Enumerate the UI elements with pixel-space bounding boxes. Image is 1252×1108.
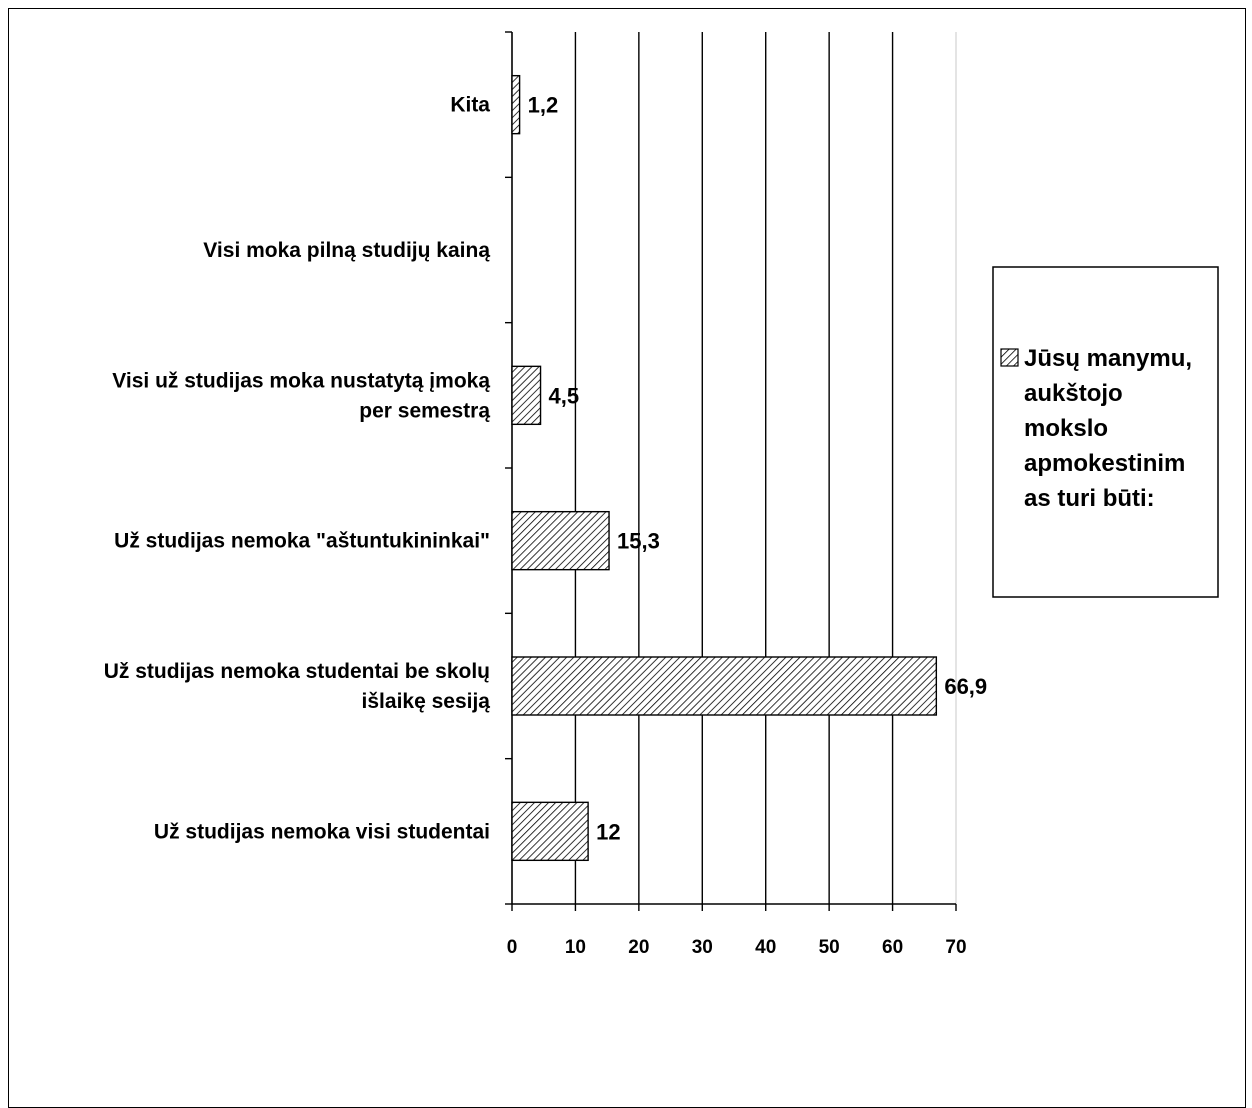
x-tick-label-0: 0 (507, 937, 518, 958)
bar-4 (511, 656, 938, 716)
legend-swatch (1000, 348, 1019, 367)
x-tick-label-60: 60 (882, 937, 903, 958)
x-tick-label-50: 50 (819, 937, 840, 958)
category-label-line: per semestrą (359, 399, 490, 422)
axes (505, 31, 957, 911)
x-tick-label-30: 30 (692, 937, 713, 958)
legend-label-line: aukštojo (1024, 380, 1123, 407)
legend-label: Jūsų manymu, aukštojo mokslo apmokestinim as… (1024, 345, 1192, 512)
bar-2 (511, 365, 542, 426)
data-label-4: 66,9 (944, 674, 987, 699)
category-label-1: Visi moka pilną studijų kainą (203, 239, 490, 262)
legend-box (992, 266, 1219, 598)
category-label-3: Už studijas nemoka "aštuntukininkai" (114, 530, 490, 553)
labels: 0 10 20 30 40 50 60 70 1,2 Kita Visi moka pilną st… (104, 93, 987, 958)
legend: Jūsų manymu, aukštojo mokslo apmokestinim as… (992, 266, 1219, 598)
category-label-0: Kita (450, 94, 490, 117)
x-tick-label-40: 40 (755, 937, 776, 958)
data-label-0: 1,2 (528, 93, 559, 118)
category-label-line: Už studijas nemoka studentai be skolų (104, 660, 490, 683)
legend-label-line: as turi būti: (1024, 485, 1155, 512)
legend-label-line: apmokestinim (1024, 450, 1185, 477)
x-tick-label-10: 10 (565, 937, 586, 958)
category-label-line: Už studijas nemoka "aštuntukininkai" (114, 530, 490, 553)
category-label-line: Kita (450, 94, 490, 117)
data-label-3: 15,3 (617, 529, 660, 554)
category-label-4: Už studijas nemoka studentai be skolų išl… (104, 660, 491, 713)
bars (511, 74, 938, 862)
legend-label-line: Jūsų manymu, (1024, 345, 1192, 372)
chart: 0 10 20 30 40 50 60 70 1,2 Kita Visi moka pilną st… (104, 31, 1219, 958)
data-label-2: 4,5 (549, 383, 580, 408)
gridlines (574, 32, 957, 904)
category-label-2: Visi už studijas moka nustatytą įmoką per… (112, 369, 490, 422)
category-label-line: išlaikę sesiją (362, 690, 491, 713)
bar-5 (511, 801, 589, 862)
legend-label-line: mokslo (1024, 415, 1108, 442)
category-label-line: Visi moka pilną studijų kainą (203, 239, 490, 262)
bar-0 (511, 74, 521, 135)
bar-3 (511, 510, 610, 571)
category-label-5: Už studijas nemoka visi studentai (154, 820, 490, 843)
category-label-line: Visi už studijas moka nustatytą įmoką (112, 369, 490, 392)
data-label-5: 12 (596, 819, 620, 844)
x-tick-label-70: 70 (945, 937, 966, 958)
category-label-line: Už studijas nemoka visi studentai (154, 820, 490, 843)
x-tick-label-20: 20 (628, 937, 649, 958)
